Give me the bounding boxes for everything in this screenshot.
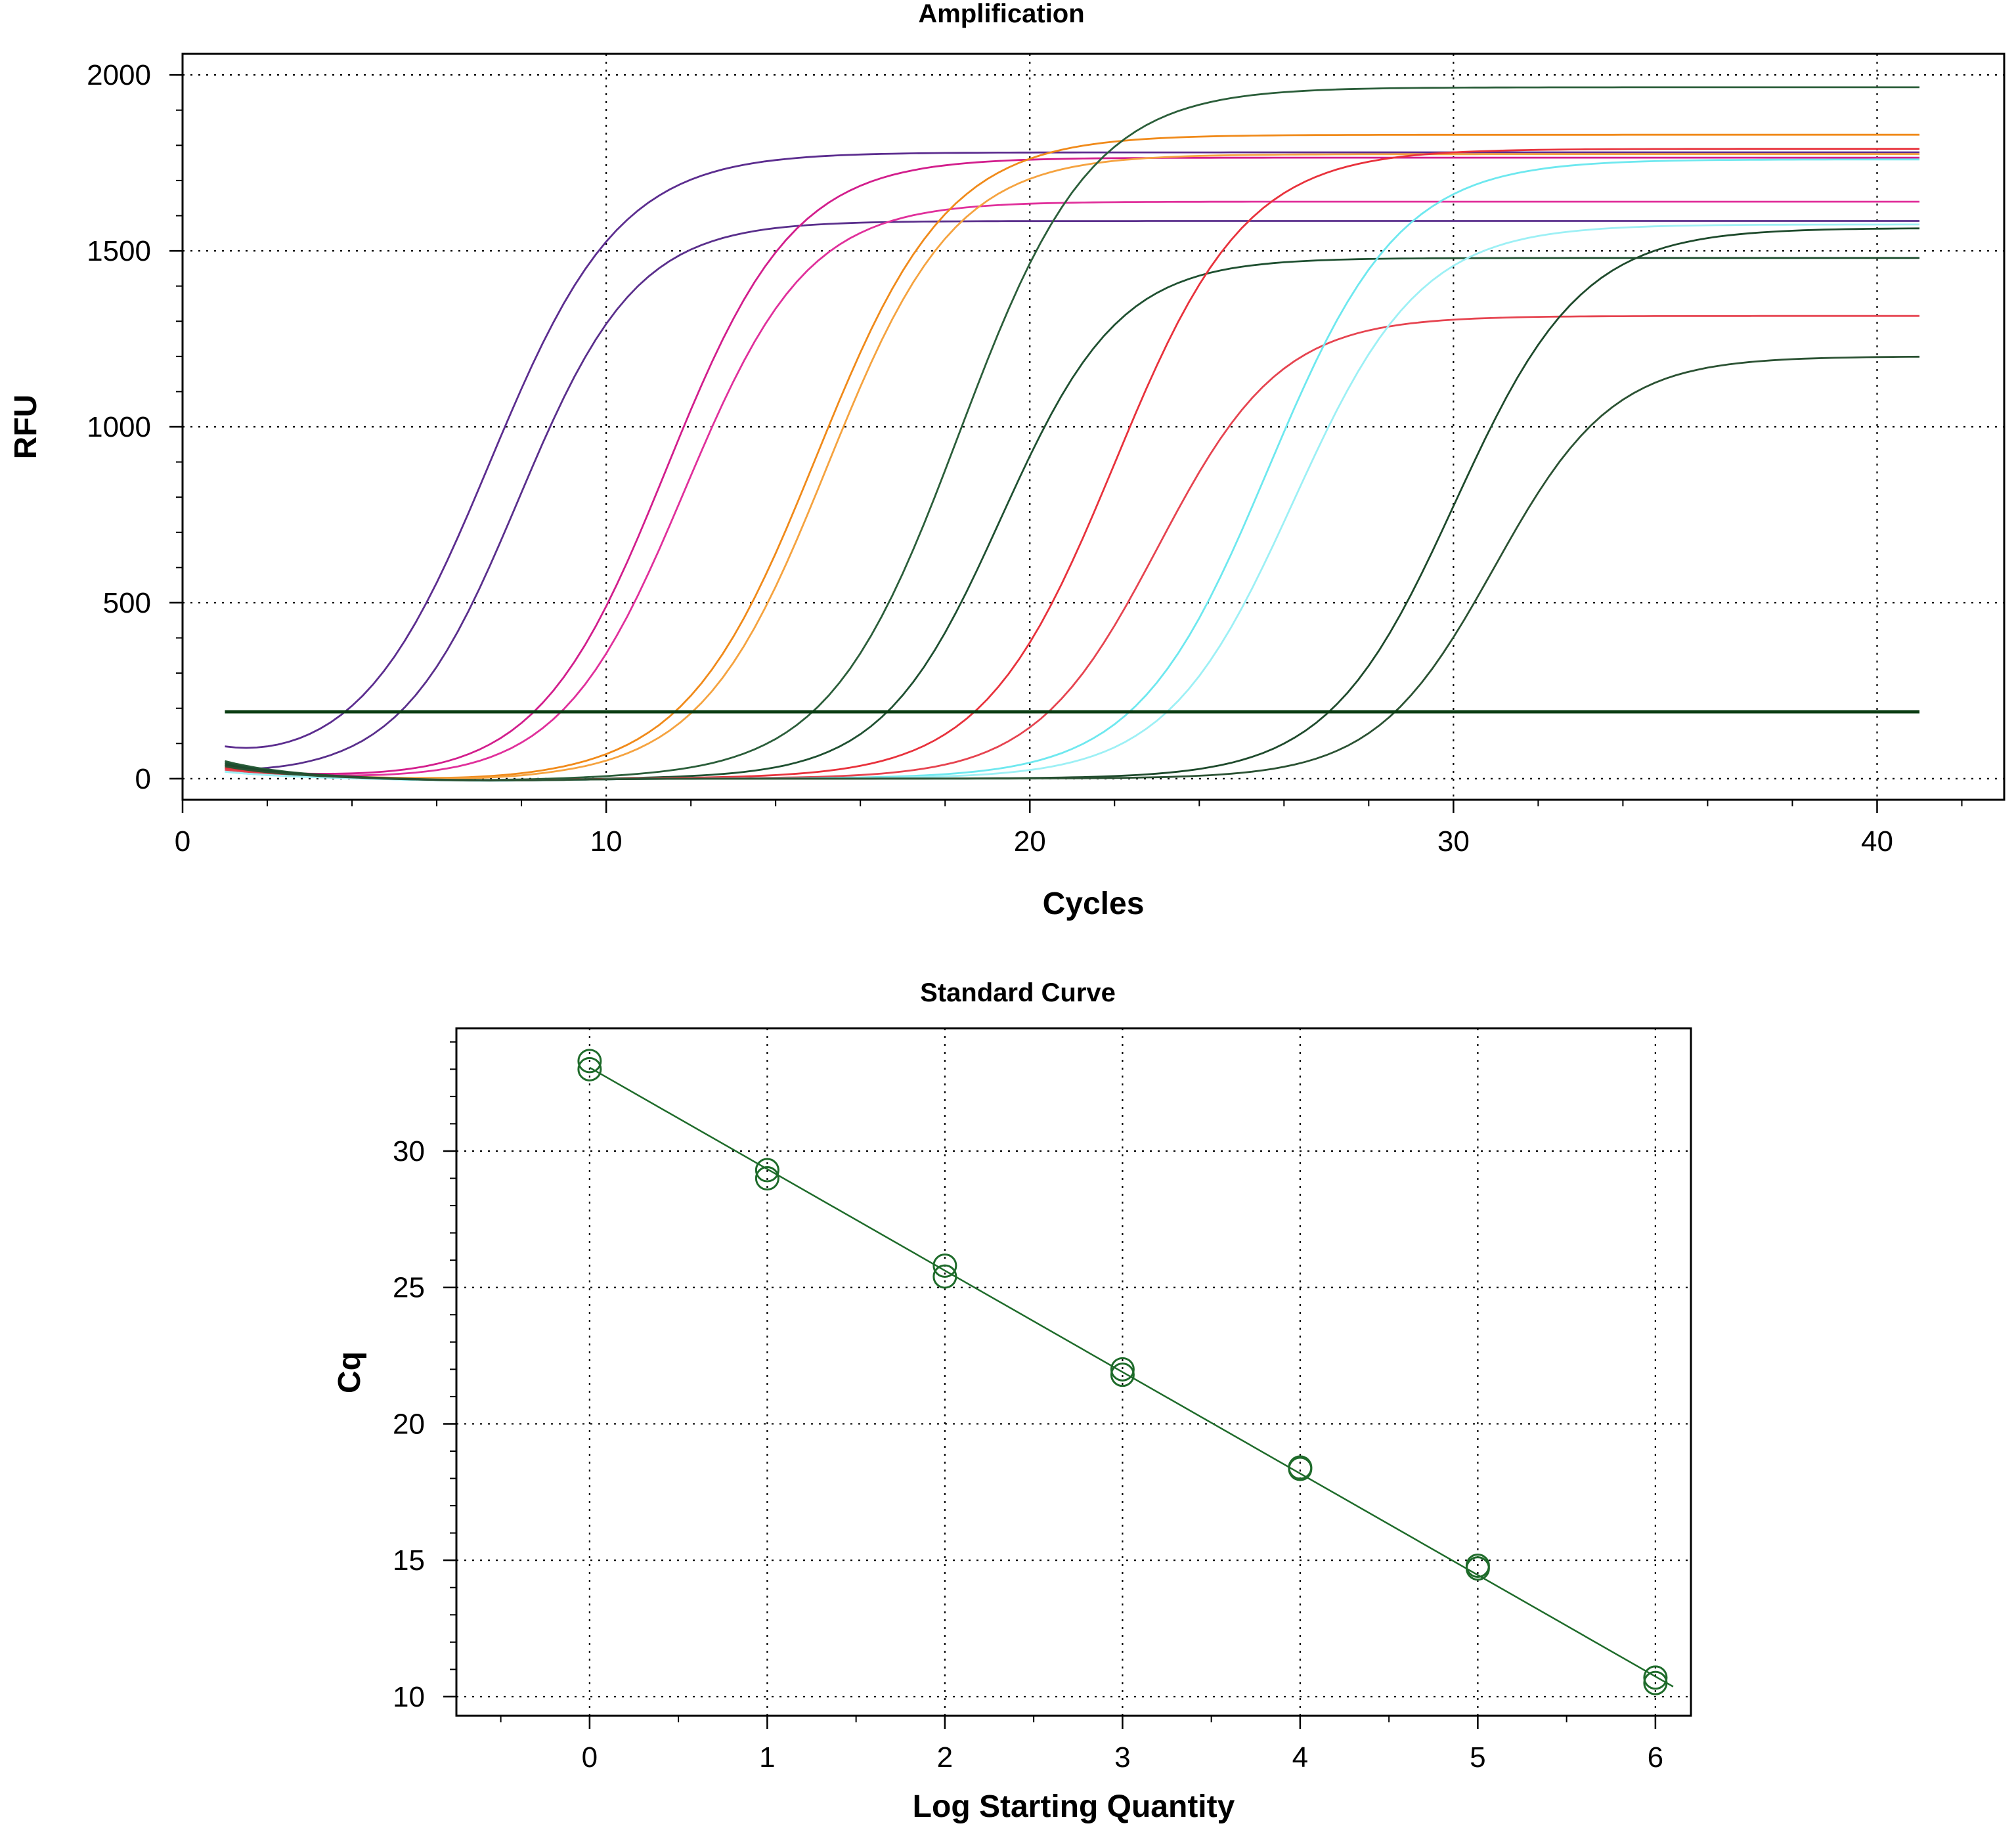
x-tick-label: 30 bbox=[1437, 825, 1470, 858]
standard-curve-y-axis-label: Cq bbox=[332, 1351, 367, 1393]
standard-curve-point[interactable] bbox=[1643, 1665, 1668, 1690]
standard-curve-point[interactable] bbox=[1110, 1363, 1135, 1387]
y-tick-label: 20 bbox=[393, 1408, 425, 1440]
amplification-curve[interactable] bbox=[225, 200, 1920, 777]
standard-curve-grid bbox=[456, 1028, 1691, 1716]
y-tick-label: 25 bbox=[393, 1272, 425, 1304]
amplification-plot-area bbox=[181, 53, 2005, 801]
y-tick-label: 1000 bbox=[87, 411, 151, 443]
amplification-x-axis-label: Cycles bbox=[1043, 886, 1145, 921]
amplification-curve[interactable] bbox=[225, 153, 1920, 780]
amplification-y-axis-label: RFU bbox=[9, 395, 43, 460]
standard-curve-plot-area bbox=[455, 1027, 1692, 1717]
x-tick-label: 2 bbox=[937, 1741, 953, 1774]
standard-curve-x-ticks: 0 1 2 3 4 5 6 bbox=[500, 1716, 1663, 1774]
y-tick-label: 1500 bbox=[87, 235, 151, 267]
standard-curve-points bbox=[577, 1049, 1668, 1695]
amplification-curve[interactable] bbox=[225, 133, 1920, 779]
amplification-title: Amplification bbox=[918, 0, 1084, 28]
standard-curve-point[interactable] bbox=[755, 1166, 779, 1191]
standard-curve-point[interactable] bbox=[1288, 1456, 1313, 1481]
standard-curve-point[interactable] bbox=[932, 1253, 957, 1278]
standard-curve-point[interactable] bbox=[932, 1264, 957, 1289]
amplification-curve[interactable] bbox=[225, 220, 1920, 771]
amplification-series-group bbox=[225, 86, 1920, 782]
standard-curve-point[interactable] bbox=[1465, 1556, 1490, 1581]
standard-curve-point[interactable] bbox=[1643, 1670, 1668, 1695]
standard-curve-point[interactable] bbox=[755, 1158, 779, 1183]
x-tick-label: 1 bbox=[759, 1741, 775, 1774]
y-tick-label: 0 bbox=[135, 763, 151, 795]
amplification-curve[interactable] bbox=[225, 151, 1920, 749]
standard-curve-x-axis-label: Log Starting Quantity bbox=[913, 1789, 1235, 1824]
x-tick-label: 4 bbox=[1292, 1741, 1308, 1774]
y-tick-label: 10 bbox=[393, 1681, 425, 1713]
amplification-chart: Amplification 0 10 20 30 40 0 500 1000 1500 2000… bbox=[9, 0, 2005, 921]
amplification-x-ticks: 0 10 20 30 40 bbox=[175, 800, 1963, 858]
x-tick-label: 6 bbox=[1648, 1741, 1663, 1774]
x-tick-label: 0 bbox=[582, 1741, 598, 1774]
standard-curve-title: Standard Curve bbox=[920, 978, 1116, 1007]
y-tick-label: 30 bbox=[393, 1135, 425, 1167]
standard-curve-chart: Standard Curve 0 1 2 3 4 5 6 10 15 20 25 30 Log St… bbox=[332, 978, 1692, 1824]
x-tick-label: 0 bbox=[175, 825, 190, 858]
standard-curve-point[interactable] bbox=[577, 1057, 602, 1081]
y-tick-label: 2000 bbox=[87, 59, 151, 91]
standard-curve-point[interactable] bbox=[577, 1049, 602, 1074]
amplification-y-ticks: 0 500 1000 1500 2000 bbox=[87, 59, 183, 795]
y-tick-label: 15 bbox=[393, 1544, 425, 1577]
x-tick-label: 20 bbox=[1014, 825, 1046, 858]
x-tick-label: 5 bbox=[1470, 1741, 1485, 1774]
standard-curve-y-ticks: 10 15 20 25 30 bbox=[393, 1041, 456, 1713]
x-tick-label: 10 bbox=[590, 825, 623, 858]
y-tick-label: 500 bbox=[103, 587, 151, 619]
x-tick-label: 40 bbox=[1861, 825, 1893, 858]
amplification-curve[interactable] bbox=[225, 156, 1920, 775]
x-tick-label: 3 bbox=[1114, 1741, 1130, 1774]
amplification-curve[interactable] bbox=[225, 355, 1920, 782]
standard-curve-point[interactable] bbox=[1110, 1357, 1135, 1382]
